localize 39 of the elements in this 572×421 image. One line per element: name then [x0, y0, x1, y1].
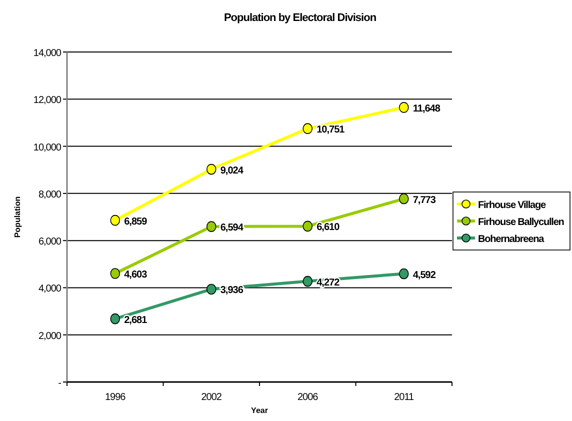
point — [110, 313, 120, 324]
data-label: 2,681 — [124, 314, 148, 326]
x-tick-label: 2006 — [298, 392, 319, 403]
y-tick-label: 8,000 — [38, 189, 62, 200]
legend-label: Firhouse Village — [478, 200, 546, 211]
data-label: 6,610 — [316, 222, 340, 234]
point — [398, 268, 409, 280]
point — [302, 276, 313, 287]
data-label: 10,751 — [316, 124, 346, 136]
point — [398, 102, 409, 113]
y-axis-title: Population — [13, 196, 22, 238]
legend-label: Bohernabreena — [478, 234, 545, 245]
y-tick-label: 2,000 — [38, 330, 62, 342]
point — [206, 164, 216, 175]
x-tick-label: 1996 — [105, 392, 126, 403]
y-tick-label: 4,000 — [38, 284, 62, 295]
data-label: 4,603 — [124, 270, 148, 280]
y-tick-label: 12,000 — [33, 95, 62, 106]
point — [302, 220, 313, 232]
data-label: 6,859 — [124, 216, 148, 228]
x-axis-title: Year — [251, 406, 268, 415]
y-tick-label: - — [58, 378, 62, 389]
legend-label: Firhouse Ballycullen — [478, 217, 564, 228]
data-label: 7,773 — [412, 194, 436, 206]
y-tick-label: 10,000 — [33, 142, 62, 154]
x-tick-label: 2002 — [201, 392, 222, 403]
point — [206, 284, 216, 295]
data-label: 9,024 — [220, 165, 244, 176]
chart-title: Population by Electoral Division — [224, 12, 377, 24]
point — [206, 221, 216, 232]
point — [302, 123, 313, 134]
y-tick-label: 14,000 — [33, 48, 62, 59]
data-label: 4,592 — [412, 270, 436, 281]
point — [398, 193, 409, 204]
point — [110, 214, 120, 226]
data-label: 11,648 — [412, 103, 441, 114]
point — [110, 268, 120, 279]
y-tick-label: 6,000 — [38, 236, 62, 248]
x-tick-label: 2011 — [394, 392, 415, 403]
